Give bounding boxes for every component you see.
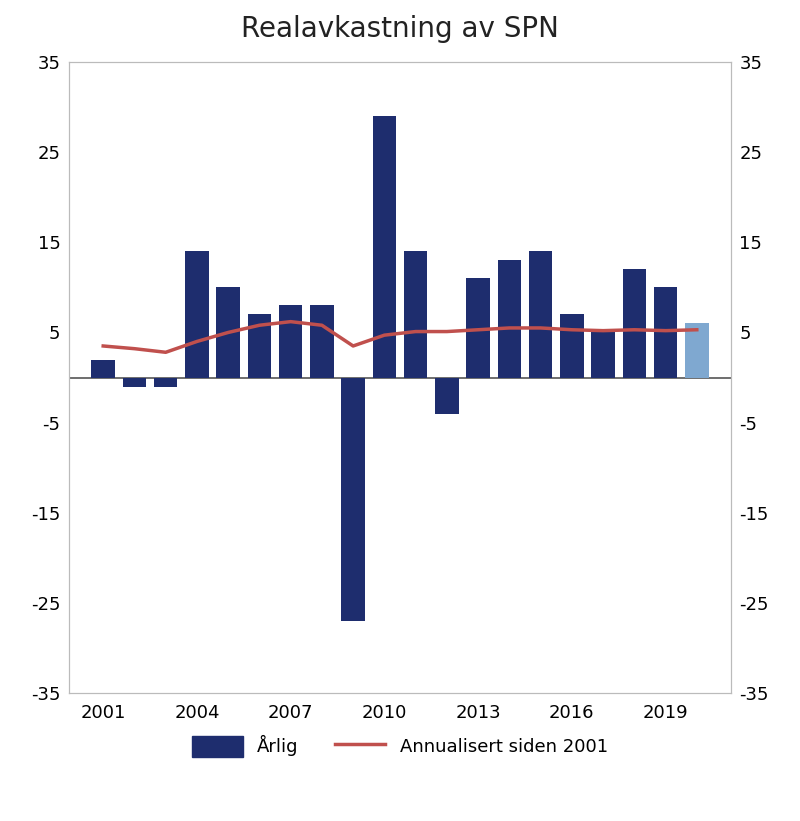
Bar bbox=[154, 378, 178, 387]
Bar bbox=[466, 278, 490, 378]
Bar bbox=[529, 251, 552, 378]
Bar bbox=[217, 287, 240, 378]
Bar bbox=[279, 305, 302, 378]
Bar bbox=[373, 116, 396, 378]
Bar bbox=[435, 378, 458, 414]
Bar bbox=[248, 314, 271, 378]
Bar bbox=[591, 333, 614, 378]
Bar bbox=[342, 378, 365, 621]
Bar bbox=[685, 323, 709, 378]
Bar bbox=[622, 269, 646, 378]
Bar bbox=[654, 287, 678, 378]
Bar bbox=[91, 360, 115, 378]
Bar bbox=[186, 251, 209, 378]
Bar bbox=[498, 260, 521, 378]
Bar bbox=[122, 378, 146, 387]
Bar bbox=[404, 251, 427, 378]
Bar bbox=[560, 314, 583, 378]
Legend: Årlig, Annualisert siden 2001: Årlig, Annualisert siden 2001 bbox=[192, 735, 608, 757]
Bar bbox=[310, 305, 334, 378]
Title: Realavkastning av SPN: Realavkastning av SPN bbox=[241, 15, 559, 43]
